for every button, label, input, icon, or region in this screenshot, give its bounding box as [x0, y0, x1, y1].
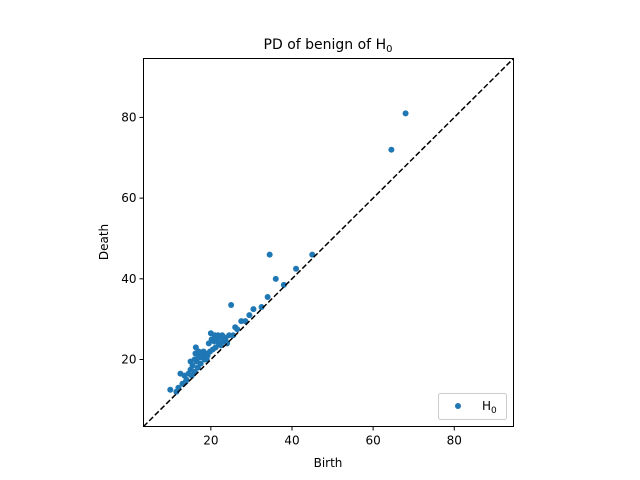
legend-box — [438, 393, 507, 420]
x-axis-ticks: 20 40 60 80 — [203, 426, 462, 448]
data-point — [264, 293, 271, 300]
plot-area — [142, 57, 515, 428]
legend-marker — [455, 403, 461, 409]
data-point — [234, 326, 241, 333]
data-point — [212, 344, 219, 351]
chart-title: PD of benign of H0 — [264, 37, 393, 55]
data-point — [183, 376, 190, 383]
scatter-points — [167, 110, 409, 395]
x-tick-label: 40 — [284, 434, 299, 448]
legend: H0 — [438, 393, 507, 420]
data-point — [272, 275, 279, 282]
y-tick-label: 80 — [121, 110, 136, 124]
data-point — [258, 304, 265, 311]
data-point — [293, 265, 300, 272]
data-point — [402, 110, 409, 117]
data-point — [197, 360, 204, 367]
data-point — [189, 362, 196, 369]
y-tick-label: 20 — [121, 353, 136, 367]
data-point — [280, 281, 287, 288]
y-tick-label: 60 — [121, 191, 136, 205]
x-axis-label: Birth — [314, 456, 343, 470]
diagonal-line — [142, 57, 515, 428]
data-point — [388, 146, 395, 153]
x-tick-label: 60 — [365, 434, 380, 448]
x-tick-label: 80 — [447, 434, 462, 448]
y-axis-ticks: 20 40 60 80 — [121, 110, 144, 367]
plot-frame — [143, 58, 514, 427]
data-point — [266, 251, 273, 258]
y-axis-label: Death — [97, 224, 111, 260]
y-tick-label: 40 — [121, 272, 136, 286]
data-point — [250, 306, 257, 313]
data-point — [167, 386, 174, 393]
data-point — [246, 312, 253, 319]
data-point — [230, 332, 237, 339]
x-tick-label: 20 — [203, 434, 218, 448]
legend-label: H0 — [482, 399, 497, 416]
data-point — [228, 302, 235, 309]
